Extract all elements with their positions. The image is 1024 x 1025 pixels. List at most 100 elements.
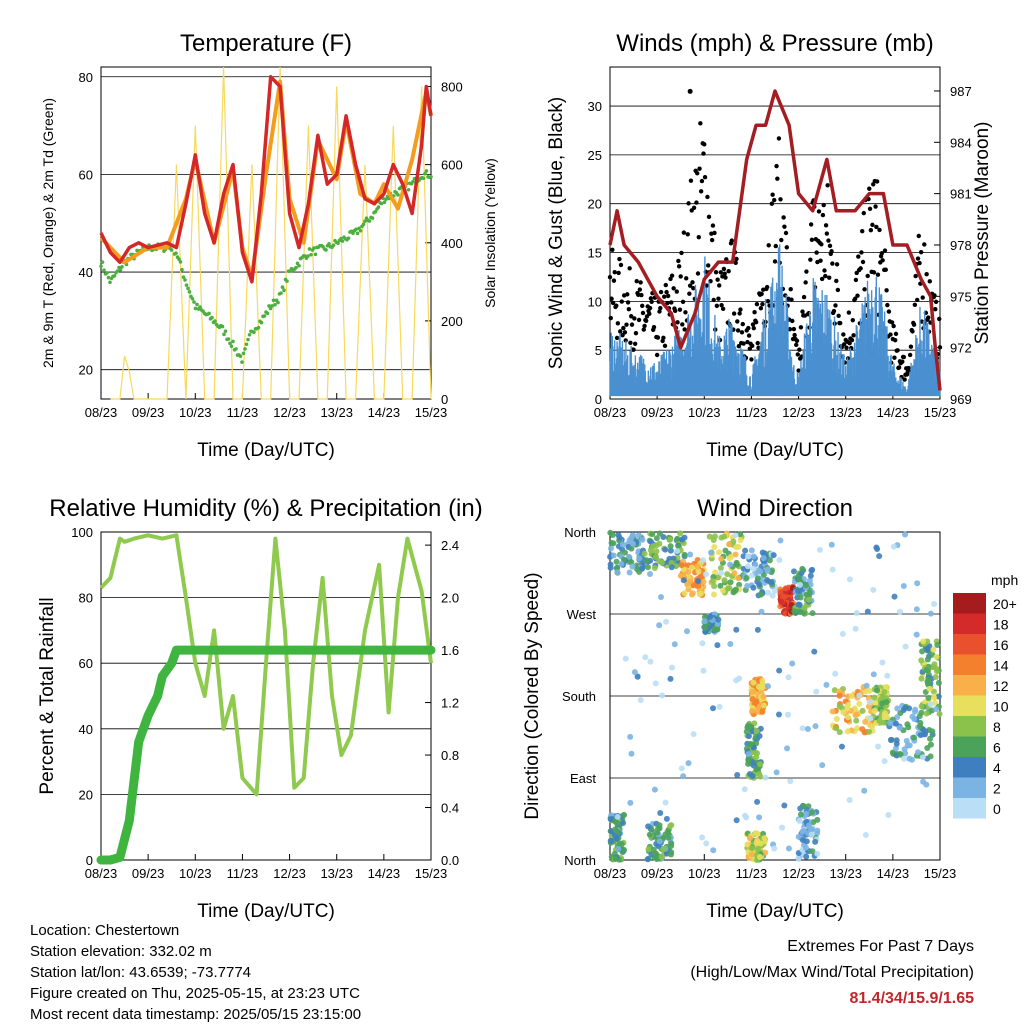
direction-point (799, 828, 806, 835)
gust-point (682, 327, 687, 332)
direction-point (802, 844, 809, 851)
gust-point (617, 256, 622, 262)
dewpoint-point (429, 174, 433, 179)
gust-point (668, 276, 673, 282)
direction-point (902, 643, 909, 650)
series-sonic-wind (609, 244, 941, 397)
direction-point (656, 530, 663, 537)
direction-point (836, 692, 843, 699)
direction-point (868, 723, 875, 730)
colorbar-swatch (953, 798, 986, 819)
direction-point (749, 696, 756, 703)
gust-point (772, 197, 777, 203)
gust-point (824, 231, 830, 236)
direction-point (906, 705, 913, 712)
gust-point (901, 354, 907, 360)
gust-point (637, 287, 643, 292)
gust-point (698, 121, 703, 126)
direction-point (744, 582, 751, 589)
y2-tick-label: 972 (950, 341, 972, 356)
direction-point (856, 700, 863, 707)
gust-point (924, 271, 929, 277)
dewpoint-point (112, 274, 117, 278)
gust-point (669, 273, 675, 278)
direction-point (667, 536, 674, 543)
gust-point (852, 296, 858, 301)
direction-point (874, 687, 881, 694)
direction-point (688, 564, 695, 571)
direction-point (695, 583, 702, 590)
y2-tick-label: 981 (950, 187, 972, 202)
x-tick-label: 11/23 (227, 866, 259, 881)
direction-point (749, 688, 756, 695)
gust-point (702, 175, 708, 180)
gust-point (655, 335, 661, 340)
direction-point (620, 819, 627, 826)
y2-tick-label: 987 (950, 84, 972, 99)
direction-point (740, 553, 747, 560)
gust-point (634, 279, 639, 284)
dewpoint-point (190, 296, 195, 301)
gust-point (879, 251, 885, 256)
gust-point (647, 305, 653, 311)
gust-point (849, 345, 854, 351)
direction-point (765, 589, 772, 596)
direction-point (757, 773, 764, 780)
gust-point (715, 277, 720, 282)
direction-point (748, 547, 755, 554)
direction-point (754, 626, 761, 633)
direction-point (657, 809, 664, 816)
direction-point (615, 845, 622, 852)
gust-point (886, 309, 892, 314)
direction-point (892, 745, 899, 752)
direction-point (936, 710, 943, 717)
gust-point (895, 348, 900, 353)
direction-point (795, 855, 802, 862)
y-tick-label: 60 (79, 656, 93, 671)
gust-point (759, 291, 764, 297)
x-tick-label: 13/23 (829, 866, 862, 881)
direction-point (757, 840, 764, 847)
direction-point (668, 564, 675, 571)
y-tick-label: 20 (79, 363, 93, 378)
gust-point (610, 300, 616, 306)
direction-point (610, 540, 617, 547)
direction-point (689, 591, 696, 598)
gust-point (782, 224, 787, 229)
direction-point (699, 640, 706, 647)
direction-point (923, 710, 930, 717)
dewpoint-point (256, 325, 261, 330)
direction-point (718, 569, 725, 576)
direction-point (607, 837, 614, 844)
gust-point (918, 249, 924, 255)
direction-point (667, 675, 674, 682)
gust-point (746, 325, 751, 331)
gust-point (775, 176, 780, 181)
gust-point (738, 307, 743, 312)
colorbar-swatch (953, 716, 986, 737)
direction-point (836, 729, 843, 736)
gust-point (851, 333, 856, 338)
direction-point (697, 590, 704, 597)
gust-point (862, 287, 867, 292)
gust-point (865, 273, 870, 279)
direction-point (811, 648, 818, 655)
gust-point (688, 178, 694, 183)
direction-point (803, 838, 810, 845)
colorbar-swatch (953, 593, 986, 614)
gust-point (856, 254, 861, 259)
y2-tick-label: 978 (950, 238, 972, 253)
y2-tick-label: 975 (950, 289, 972, 304)
dewpoint-point (379, 201, 384, 206)
direction-point (634, 673, 641, 680)
direction-point (839, 630, 846, 637)
gust-point (823, 273, 828, 279)
dewpoint-point (169, 248, 174, 252)
x-tick-label: 10/23 (688, 405, 721, 420)
gust-point (844, 345, 849, 350)
direction-point (900, 583, 907, 590)
dewpoint-point (373, 209, 378, 214)
gust-point (873, 204, 878, 209)
gust-point (713, 270, 719, 275)
direction-point (610, 552, 617, 559)
